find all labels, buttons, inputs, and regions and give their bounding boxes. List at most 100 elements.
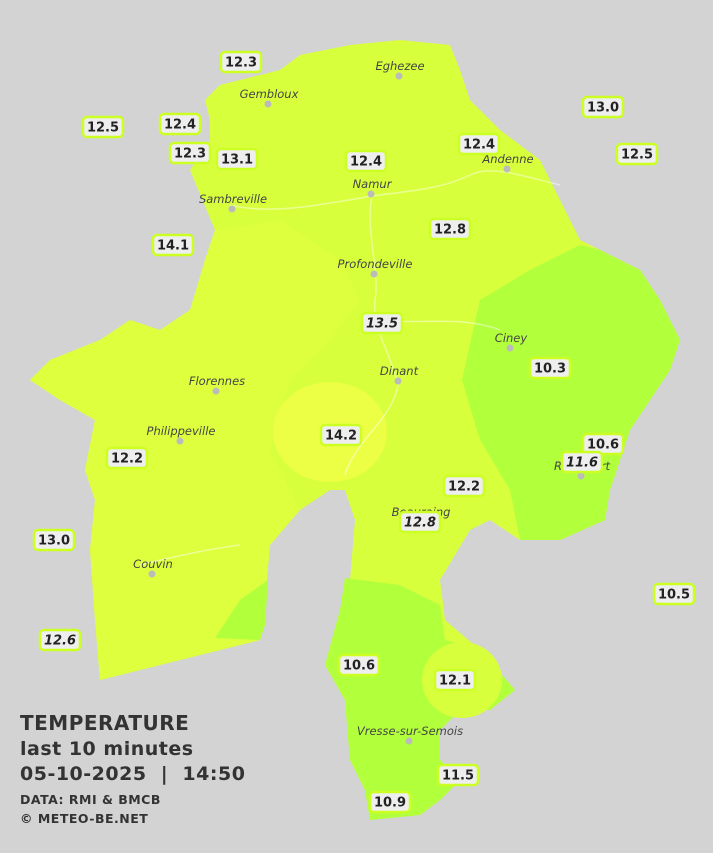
station-box bbox=[436, 763, 480, 787]
station-value: 12.4 bbox=[350, 155, 382, 170]
station: 12.3 bbox=[219, 50, 263, 74]
station-value: 13.0 bbox=[587, 101, 619, 116]
city-dot bbox=[212, 387, 220, 395]
station-box bbox=[528, 356, 572, 380]
city-dot bbox=[395, 72, 403, 80]
station: 10.9 bbox=[368, 790, 412, 814]
cool-zone-east bbox=[462, 245, 680, 540]
city-name: Dinant bbox=[380, 364, 419, 378]
city-dot bbox=[176, 437, 184, 445]
station-value: 13.1 bbox=[221, 153, 253, 168]
station: 10.3 bbox=[528, 356, 572, 380]
city-name: Eghezee bbox=[375, 59, 424, 73]
city-name: Gembloux bbox=[240, 87, 299, 101]
city-name: Couvin bbox=[133, 557, 173, 571]
station-box bbox=[581, 432, 625, 456]
station-value: 12.6 bbox=[44, 634, 76, 649]
station-value: 12.5 bbox=[621, 148, 653, 163]
station: 12.5 bbox=[81, 115, 125, 139]
station-value: 10.5 bbox=[658, 588, 690, 603]
station-value: 14.2 bbox=[325, 429, 357, 444]
station: 12.2 bbox=[442, 474, 486, 498]
city-dot bbox=[506, 344, 514, 352]
station-box bbox=[615, 142, 659, 166]
west-zone bbox=[30, 220, 360, 680]
station-box bbox=[442, 474, 486, 498]
city-dot bbox=[367, 190, 375, 198]
station: 10.6 bbox=[581, 432, 625, 456]
station-box bbox=[32, 528, 76, 552]
legend-title: TEMPERATURE bbox=[20, 711, 189, 735]
legend-credit: © METEO-BE.NET bbox=[20, 811, 148, 826]
city-name: Profondeville bbox=[338, 257, 413, 271]
station: 10.6 bbox=[337, 653, 381, 677]
station: 14.1 bbox=[151, 233, 195, 257]
station-box bbox=[215, 147, 259, 171]
city-dot bbox=[394, 377, 402, 385]
legend-datetime: 05-10-2025 | 14:50 bbox=[20, 763, 245, 785]
station-value: 14.1 bbox=[157, 239, 189, 254]
station: 12.4 bbox=[344, 149, 388, 173]
station: 12.4 bbox=[457, 132, 501, 156]
station-box bbox=[81, 115, 125, 139]
station-value: 12.3 bbox=[174, 147, 206, 162]
legend-subtitle: last 10 minutes bbox=[20, 738, 194, 760]
city-name: Philippeville bbox=[147, 424, 216, 438]
cool-zone-southwest bbox=[215, 580, 268, 640]
station: 12.3 bbox=[168, 141, 212, 165]
station-value: 12.4 bbox=[164, 118, 196, 133]
station-value: 12.5 bbox=[87, 121, 119, 136]
city-name: Namur bbox=[353, 177, 393, 191]
station: 12.6 bbox=[38, 628, 82, 652]
station: 11.6 bbox=[560, 450, 604, 474]
city-dot bbox=[148, 570, 156, 578]
station-value: 12.2 bbox=[111, 452, 143, 467]
station: 13.5 bbox=[360, 311, 404, 335]
station-box bbox=[428, 217, 472, 241]
station-box bbox=[219, 50, 263, 74]
station: 13.1 bbox=[215, 147, 259, 171]
city-name: Sambreville bbox=[199, 192, 267, 206]
city-dot bbox=[577, 472, 585, 480]
station: 10.5 bbox=[652, 582, 696, 606]
city-name: Ciney bbox=[495, 331, 528, 345]
station-box bbox=[560, 450, 604, 474]
station-value: 12.1 bbox=[439, 674, 471, 689]
station-value: 10.6 bbox=[343, 659, 375, 674]
station: 12.8 bbox=[428, 217, 472, 241]
city-name: Andenne bbox=[481, 152, 533, 166]
station-value: 12.8 bbox=[404, 516, 436, 531]
city-dot bbox=[503, 165, 511, 173]
station-box bbox=[151, 233, 195, 257]
station: 12.2 bbox=[105, 446, 149, 470]
station-value: 13.5 bbox=[366, 317, 398, 332]
station-value: 10.9 bbox=[374, 796, 406, 811]
station-box bbox=[38, 628, 82, 652]
city-dot bbox=[228, 205, 236, 213]
station: 12.1 bbox=[433, 668, 477, 692]
station: 12.8 bbox=[398, 510, 442, 534]
station-value: 12.8 bbox=[434, 223, 466, 238]
station-box bbox=[344, 149, 388, 173]
station-value: 11.6 bbox=[566, 456, 598, 471]
station-value: 10.3 bbox=[534, 362, 566, 377]
station: 13.0 bbox=[581, 95, 625, 119]
station-box bbox=[581, 95, 625, 119]
city-dot bbox=[405, 737, 413, 745]
station: 13.0 bbox=[32, 528, 76, 552]
station-box bbox=[398, 510, 442, 534]
station: 12.4 bbox=[158, 112, 202, 136]
station-value: 12.3 bbox=[225, 56, 257, 71]
station-value: 11.5 bbox=[442, 769, 474, 784]
station-box bbox=[433, 668, 477, 692]
station-value: 12.2 bbox=[448, 480, 480, 495]
station-value: 13.0 bbox=[38, 534, 70, 549]
legend-source: DATA: RMI & BMCB bbox=[20, 792, 161, 807]
city-dot bbox=[264, 100, 272, 108]
station-box bbox=[457, 132, 501, 156]
station: 12.5 bbox=[615, 142, 659, 166]
city-name: Florennes bbox=[189, 374, 245, 388]
river bbox=[139, 170, 561, 566]
